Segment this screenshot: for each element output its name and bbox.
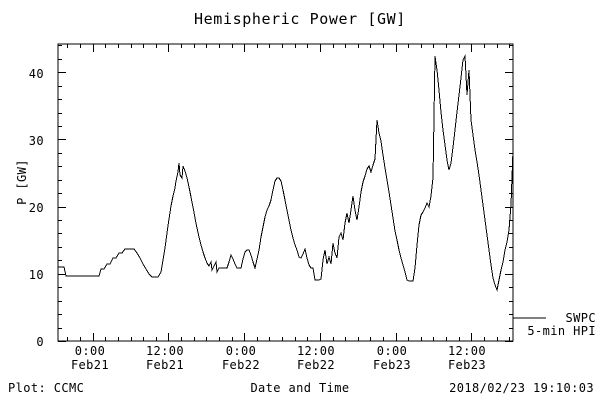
footer-plot-source: Plot: CCMC <box>8 381 85 395</box>
x-axis-title: Date and Time <box>250 381 350 395</box>
data-series-line <box>58 54 514 292</box>
chart-title: Hemispheric Power [GW] <box>194 10 406 28</box>
footer-timestamp: 2018/02/23 19:10:03 <box>449 381 594 395</box>
x-tick-date-3: Feb22 <box>296 358 336 372</box>
x-tick-date-2: Feb22 <box>221 358 261 372</box>
x-tick-time-5: 12:00 <box>447 344 487 358</box>
y-tick-label-20: 20 <box>28 201 44 215</box>
x-tick-time-2: 0:00 <box>225 344 257 358</box>
x-tick-time-1: 12:00 <box>145 344 185 358</box>
x-tick-time-3: 12:00 <box>296 344 336 358</box>
x-tick-time-0: 0:00 <box>74 344 106 358</box>
plot-frame <box>57 43 514 342</box>
x-tick-date-5: Feb23 <box>447 358 487 372</box>
y-tick-label-30: 30 <box>28 134 44 148</box>
x-tick-date-1: Feb21 <box>145 358 185 372</box>
x-tick-time-4: 0:00 <box>376 344 408 358</box>
legend-series-name: SWPC <box>565 311 596 325</box>
y-tick-label-0: 0 <box>36 335 44 349</box>
x-axis-ticks <box>67 44 510 341</box>
x-tick-date-4: Feb23 <box>372 358 412 372</box>
y-tick-label-40: 40 <box>28 67 44 81</box>
x-tick-date-0: Feb21 <box>70 358 110 372</box>
y-axis-ticks <box>58 45 513 342</box>
plot-frame-rect <box>57 43 514 342</box>
y-tick-label-10: 10 <box>28 268 44 282</box>
legend-series-detail: 5-min HPI <box>527 324 596 338</box>
